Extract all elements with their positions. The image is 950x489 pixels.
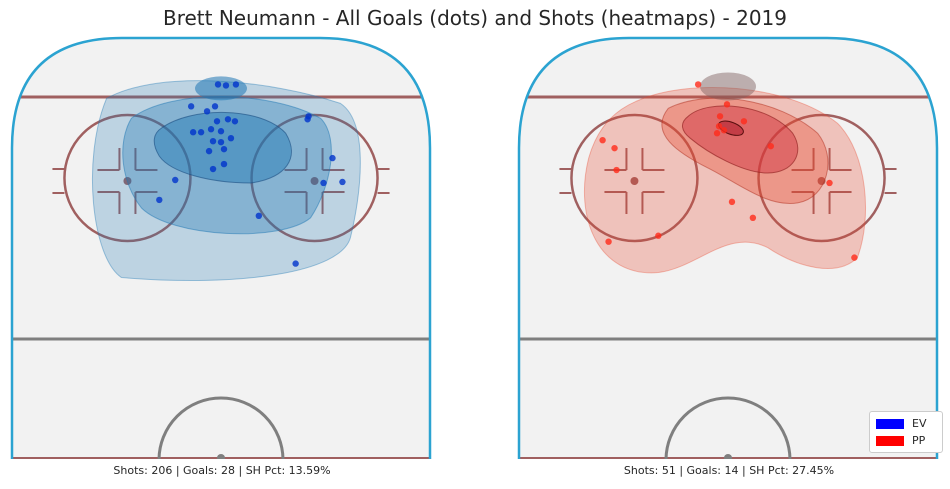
ev-stats-label: Shots: 206 | Goals: 28 | SH Pct: 13.59% bbox=[113, 464, 331, 477]
heat-level-2 bbox=[661, 97, 829, 205]
pp-stats-label: Shots: 51 | Goals: 14 | SH Pct: 27.45% bbox=[623, 464, 835, 477]
goal-dot bbox=[214, 81, 222, 88]
heatmap bbox=[91, 76, 361, 281]
heat-level-3 bbox=[681, 105, 799, 174]
center-dot bbox=[217, 454, 225, 459]
chart-title: Brett Neumann - All Goals (dots) and Sho… bbox=[162, 6, 788, 30]
goal-dot bbox=[694, 81, 702, 88]
goal-dot bbox=[292, 260, 299, 267]
goal-dot bbox=[156, 196, 163, 204]
rink-markings bbox=[12, 76, 430, 459]
goal-dot bbox=[217, 128, 225, 135]
goal-dot bbox=[255, 212, 263, 220]
rink-ice bbox=[12, 38, 430, 459]
goal-dot bbox=[339, 178, 346, 186]
heatmap bbox=[584, 72, 866, 274]
goal-dot bbox=[211, 103, 219, 110]
rink-boards bbox=[517, 36, 939, 459]
goal-dot bbox=[209, 165, 217, 173]
legend-label-ev: EV bbox=[912, 417, 927, 430]
goal-dot bbox=[740, 118, 748, 125]
goal-dot bbox=[189, 129, 197, 136]
goal-dot bbox=[231, 118, 239, 125]
goal-dot bbox=[220, 160, 228, 168]
legend-label-pp: PP bbox=[912, 434, 926, 447]
center-dot bbox=[724, 454, 732, 459]
goal-dot bbox=[826, 179, 833, 187]
goal-dot bbox=[723, 101, 731, 108]
legend-item-pp: PP bbox=[876, 434, 925, 447]
goal-dot bbox=[172, 176, 179, 184]
goal-dot bbox=[232, 81, 240, 88]
goal-dot bbox=[713, 130, 721, 137]
rink-boards bbox=[10, 36, 432, 459]
goal-dot bbox=[320, 179, 327, 187]
rink-markings bbox=[519, 72, 937, 459]
goal-dot bbox=[851, 254, 858, 261]
heat-level-4 bbox=[195, 76, 247, 101]
heat-level-1 bbox=[91, 80, 361, 281]
faceoff-dot bbox=[630, 177, 639, 185]
faceoff-circle bbox=[757, 113, 886, 243]
faceoff-circle bbox=[570, 113, 699, 243]
heat-level-goal bbox=[700, 72, 756, 101]
goal-dot bbox=[203, 108, 211, 115]
legend-swatch-pp bbox=[876, 435, 904, 446]
goal-dot bbox=[716, 113, 724, 120]
goal-dot bbox=[329, 154, 336, 162]
goal-dot bbox=[599, 136, 606, 144]
goal-dot bbox=[767, 142, 774, 150]
goal-dot bbox=[224, 116, 232, 123]
goal-dot bbox=[209, 137, 217, 145]
center-circle bbox=[664, 396, 792, 459]
heat-level-2 bbox=[122, 96, 332, 235]
center-circle bbox=[157, 396, 285, 459]
rink-panel-ev bbox=[10, 36, 432, 459]
legend: EV PP bbox=[869, 411, 943, 453]
rink-panel-pp bbox=[517, 36, 939, 459]
goal-dot bbox=[220, 145, 228, 153]
goal-dot bbox=[227, 134, 235, 142]
rink-ice bbox=[519, 38, 937, 459]
goal-dot bbox=[720, 127, 728, 134]
goal-dot bbox=[205, 147, 213, 155]
goal-dot bbox=[304, 116, 311, 123]
goal-dot bbox=[613, 166, 620, 174]
faceoff-dot bbox=[310, 177, 319, 185]
heat-level-1 bbox=[584, 87, 866, 274]
goal-dot bbox=[728, 198, 736, 206]
goal-dot bbox=[207, 126, 215, 133]
legend-item-ev: EV bbox=[876, 417, 926, 430]
goal-dot bbox=[213, 118, 221, 125]
goal-dot bbox=[217, 138, 225, 146]
goal-dot bbox=[611, 144, 618, 152]
goal-dot bbox=[715, 123, 723, 130]
faceoff-circle bbox=[63, 113, 192, 243]
goal-dot bbox=[749, 214, 757, 222]
goal-dot bbox=[197, 129, 205, 136]
legend-swatch-ev bbox=[876, 418, 904, 429]
goal-dot bbox=[655, 232, 662, 239]
goal-dot bbox=[187, 103, 195, 110]
goal-dot bbox=[605, 238, 612, 245]
goal-dot bbox=[222, 82, 230, 89]
